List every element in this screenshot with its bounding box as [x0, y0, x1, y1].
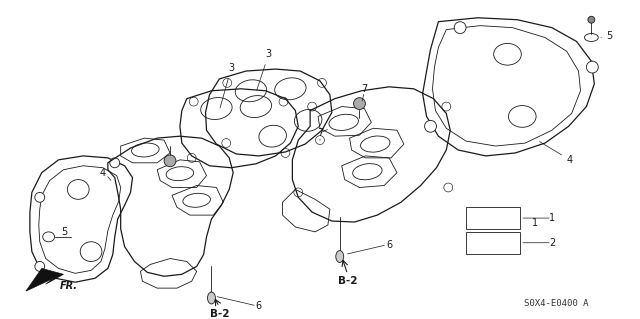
- Ellipse shape: [35, 192, 45, 202]
- Text: 3: 3: [220, 63, 234, 108]
- Text: 4: 4: [100, 168, 106, 178]
- Ellipse shape: [424, 120, 436, 132]
- Bar: [466, 207, 520, 229]
- Text: 6: 6: [386, 240, 392, 250]
- Ellipse shape: [584, 33, 598, 41]
- Text: 4: 4: [540, 142, 573, 165]
- Text: 5: 5: [606, 31, 612, 41]
- Text: FR.: FR.: [60, 281, 77, 291]
- Text: 2: 2: [548, 238, 555, 248]
- Text: B-2: B-2: [210, 309, 229, 319]
- Text: 1: 1: [549, 213, 555, 223]
- Text: B-2: B-2: [338, 276, 357, 286]
- Ellipse shape: [207, 292, 216, 304]
- Text: 7: 7: [317, 128, 323, 138]
- Polygon shape: [26, 268, 63, 291]
- Text: 5: 5: [61, 227, 68, 237]
- Ellipse shape: [43, 232, 54, 242]
- Ellipse shape: [35, 262, 45, 271]
- Bar: [466, 232, 520, 254]
- Ellipse shape: [588, 16, 595, 23]
- Ellipse shape: [336, 251, 344, 263]
- Ellipse shape: [454, 22, 466, 33]
- Text: 3: 3: [257, 49, 272, 90]
- Ellipse shape: [353, 98, 365, 109]
- Ellipse shape: [164, 155, 176, 167]
- Text: 6: 6: [256, 301, 262, 311]
- Ellipse shape: [110, 158, 120, 168]
- Text: S0X4-E0400 A: S0X4-E0400 A: [524, 300, 588, 308]
- Text: 7: 7: [361, 84, 367, 94]
- Ellipse shape: [586, 61, 598, 73]
- Text: 1: 1: [532, 218, 538, 228]
